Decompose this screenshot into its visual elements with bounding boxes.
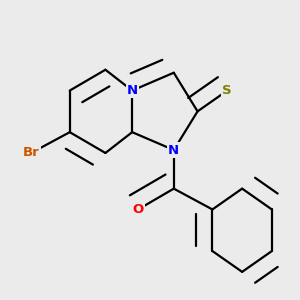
Text: Br: Br bbox=[23, 146, 40, 160]
Text: S: S bbox=[223, 84, 232, 97]
Text: N: N bbox=[168, 143, 179, 157]
Text: N: N bbox=[127, 84, 138, 97]
Text: O: O bbox=[133, 203, 144, 216]
